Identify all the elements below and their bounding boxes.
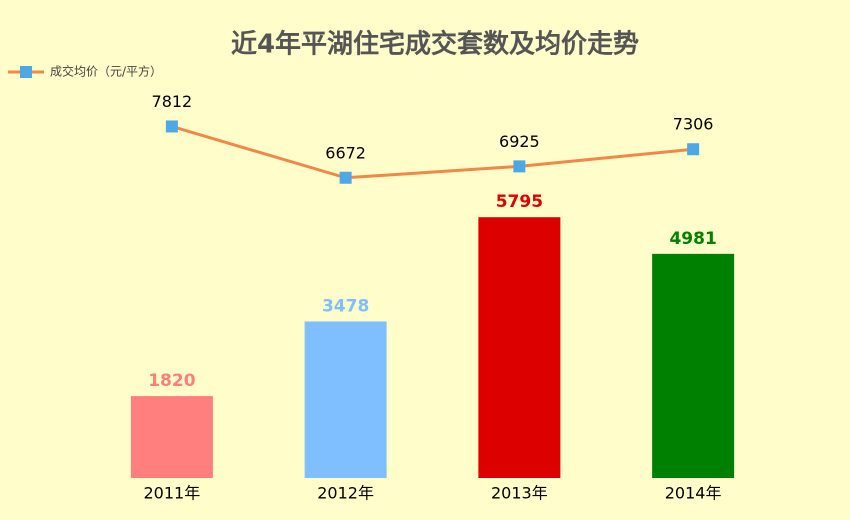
x-tick-label: 2012年 [317,484,374,503]
bar [652,253,735,478]
line-value-label: 7812 [152,92,193,111]
chart-title: 近4年平湖住宅成交套数及均价走势 [231,29,639,60]
line-marker [513,160,526,173]
legend-marker [20,66,32,78]
bar [478,217,561,478]
line-value-label: 6672 [325,143,366,162]
x-tick-label: 2014年 [665,484,722,503]
line-value-label: 7306 [673,115,714,134]
legend-label: 成交均价（元/平方） [50,64,162,79]
bar [130,396,213,478]
bar-value-label: 3478 [322,296,369,316]
line-marker [687,143,700,156]
x-tick-label: 2011年 [144,484,201,503]
x-tick-label: 2013年 [491,484,548,503]
line-marker [165,120,178,133]
line-value-label: 6925 [499,132,540,151]
line-marker [339,171,352,184]
line [171,125,694,180]
bar [304,321,387,478]
bar-value-label: 5795 [496,192,543,212]
bar-value-label: 4981 [669,229,716,249]
bar-value-label: 1820 [148,371,195,391]
